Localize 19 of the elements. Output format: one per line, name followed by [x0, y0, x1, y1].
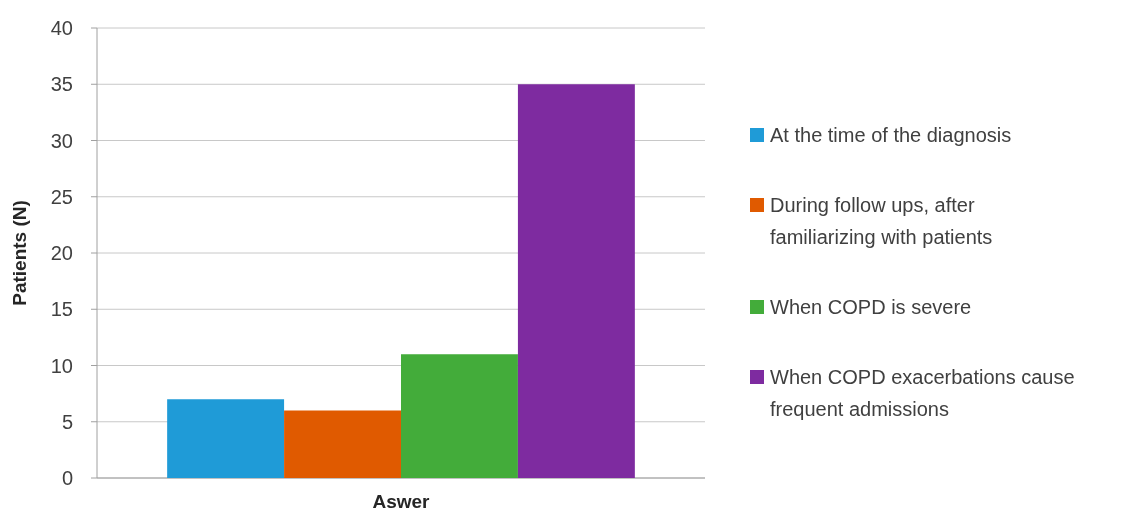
y-tick-label: 30: [50, 129, 73, 152]
legend-label: When COPD is severe: [770, 296, 972, 318]
legend-label: During follow ups, after familiarizing with patients: [770, 194, 993, 248]
legend-label: At the time of the diagnosis: [770, 124, 1012, 146]
y-tick-label: 40: [50, 17, 73, 39]
y-tick-label: 35: [50, 73, 73, 96]
y-tick-label: 5: [61, 410, 73, 433]
legend-label: When COPD exacerbations cause frequent admissions: [770, 366, 1075, 420]
y-axis-title: Patients (N): [9, 200, 30, 306]
y-tick-label: 20: [50, 242, 73, 264]
bar: [284, 410, 401, 478]
y-tick-label: 0: [61, 467, 73, 489]
bar: [401, 354, 518, 478]
x-axis-title: Aswer: [372, 491, 431, 509]
bar: [517, 84, 635, 478]
y-tick-label: 10: [50, 354, 73, 377]
bar: [167, 399, 285, 478]
y-tick-label: 15: [50, 298, 73, 321]
y-tick-label: 25: [50, 185, 73, 208]
